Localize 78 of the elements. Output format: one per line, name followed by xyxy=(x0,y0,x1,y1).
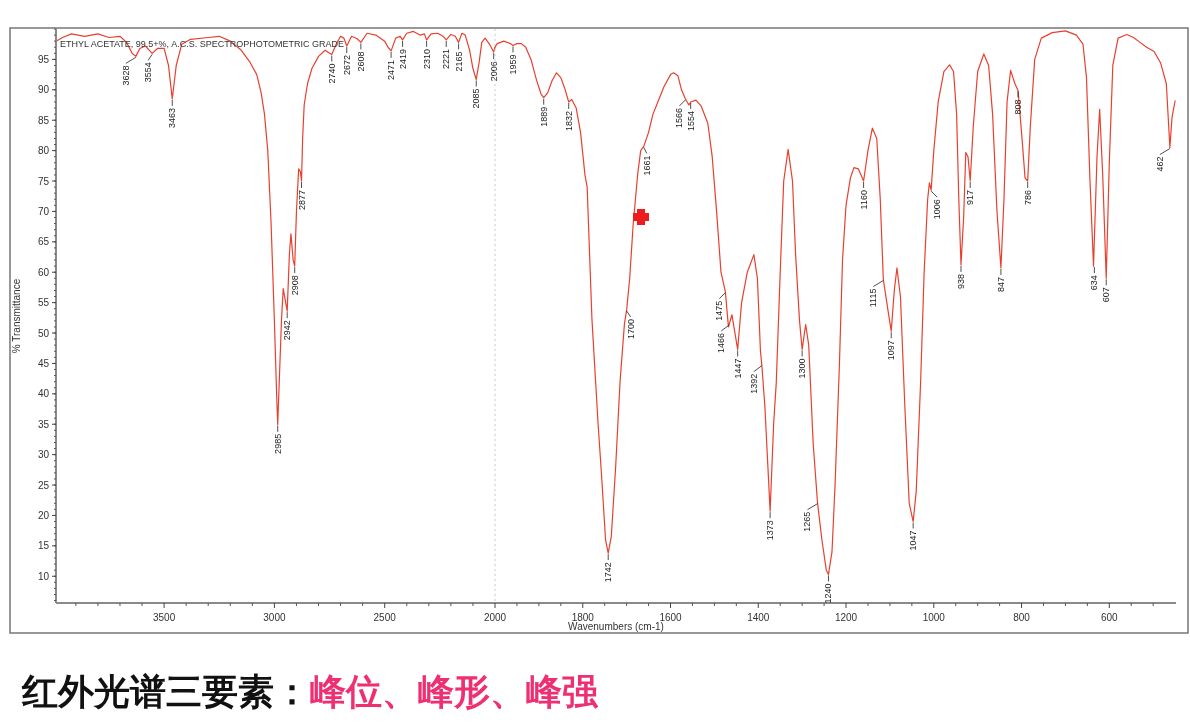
annotation: 1006 xyxy=(932,199,943,220)
x-axis-title: Wavenumbers (cm-1) xyxy=(568,621,664,632)
x-tick-label: 1000 xyxy=(922,612,946,623)
annotation: 808 xyxy=(1013,99,1024,115)
x-tick-label: 1200 xyxy=(834,612,858,623)
annotation: 1832 xyxy=(563,110,574,131)
y-tick-label: 75 xyxy=(37,175,50,187)
annotation: 2471 xyxy=(386,59,397,80)
annotation: 1661 xyxy=(641,155,652,176)
annotation: 1300 xyxy=(797,358,808,379)
x-tick-label: 3500 xyxy=(152,612,176,623)
y-tick-label: 85 xyxy=(37,114,50,126)
annotation: 2985 xyxy=(272,433,283,454)
annotation: 1373 xyxy=(765,520,776,541)
annotation: 2877 xyxy=(296,190,307,211)
annotation: 1742 xyxy=(603,562,614,583)
y-tick-label: 60 xyxy=(37,266,50,278)
annotation: 1392 xyxy=(748,373,759,394)
y-tick-label: 90 xyxy=(37,84,50,96)
annotation: 1959 xyxy=(507,54,518,75)
annotation: 1466 xyxy=(716,332,727,353)
annotation: 2419 xyxy=(397,48,408,69)
y-tick-label: 30 xyxy=(37,449,50,461)
x-tick-label: 1800 xyxy=(571,612,595,623)
annotation: 2165 xyxy=(453,51,464,72)
text: 红外光谱三要素：峰位、峰形、峰强 xyxy=(21,671,599,712)
y-tick-label: 20 xyxy=(37,509,50,521)
y-tick-label: 45 xyxy=(37,357,50,369)
annotation: 607 xyxy=(1101,287,1112,303)
x-tick-label: 3000 xyxy=(263,612,286,623)
annotation: 1889 xyxy=(538,106,549,127)
x-tick-label: 1600 xyxy=(659,612,683,623)
annotation: 2085 xyxy=(471,88,482,109)
y-tick-label: 35 xyxy=(37,418,50,430)
annotation: 3628 xyxy=(120,65,131,86)
annotation: 2006 xyxy=(488,61,499,82)
annotation: 2608 xyxy=(355,51,366,72)
annotation: 1160 xyxy=(858,190,869,210)
annotation: 847 xyxy=(995,276,1006,292)
annotation: 2908 xyxy=(289,275,300,296)
annotation: 462 xyxy=(1154,156,1165,172)
annotation: 3554 xyxy=(143,62,154,83)
y-tick-label: 70 xyxy=(37,205,50,217)
annotation: 3463 xyxy=(167,107,178,128)
annotation: 1240 xyxy=(823,583,834,604)
annotation: 786 xyxy=(1022,190,1033,206)
annotation: 1475 xyxy=(714,300,725,321)
y-tick-label: 25 xyxy=(37,479,50,491)
y-tick-label: 55 xyxy=(37,297,50,309)
annotation: 1447 xyxy=(732,358,743,379)
y-tick-label: 50 xyxy=(37,327,50,339)
y-tick-label: 65 xyxy=(37,236,50,248)
annotation: 938 xyxy=(955,273,966,289)
annotation: 1265 xyxy=(802,511,813,532)
x-tick-label: 800 xyxy=(1013,612,1031,623)
annotation: 2310 xyxy=(421,48,432,69)
annotation: 1554 xyxy=(685,110,696,131)
annotation: 1700 xyxy=(625,318,636,339)
annotation: 2740 xyxy=(326,63,337,84)
annotation: 1115 xyxy=(868,288,879,308)
x-tick-label: 2000 xyxy=(483,612,507,623)
x-tick-label: 1400 xyxy=(747,612,770,623)
y-tick-label: 15 xyxy=(37,540,50,552)
annotation: 2221 xyxy=(441,48,452,69)
y-tick-label: 80 xyxy=(37,145,50,157)
annotation: 2942 xyxy=(282,320,293,341)
annotation: 917 xyxy=(965,190,976,206)
y-axis-title: % Transmittance xyxy=(11,278,22,354)
y-tick-label: 10 xyxy=(37,570,50,582)
y-tick-label: 95 xyxy=(37,53,50,65)
annotation: 2672 xyxy=(341,55,352,76)
annotation: 1047 xyxy=(908,530,919,551)
y-tick-label: 40 xyxy=(37,388,50,400)
annotation: 1097 xyxy=(886,340,897,361)
annotation: 634 xyxy=(1089,275,1100,291)
x-tick-label: 2500 xyxy=(373,612,397,623)
annotation: 1566 xyxy=(674,107,685,128)
x-tick-label: 600 xyxy=(1100,612,1119,623)
